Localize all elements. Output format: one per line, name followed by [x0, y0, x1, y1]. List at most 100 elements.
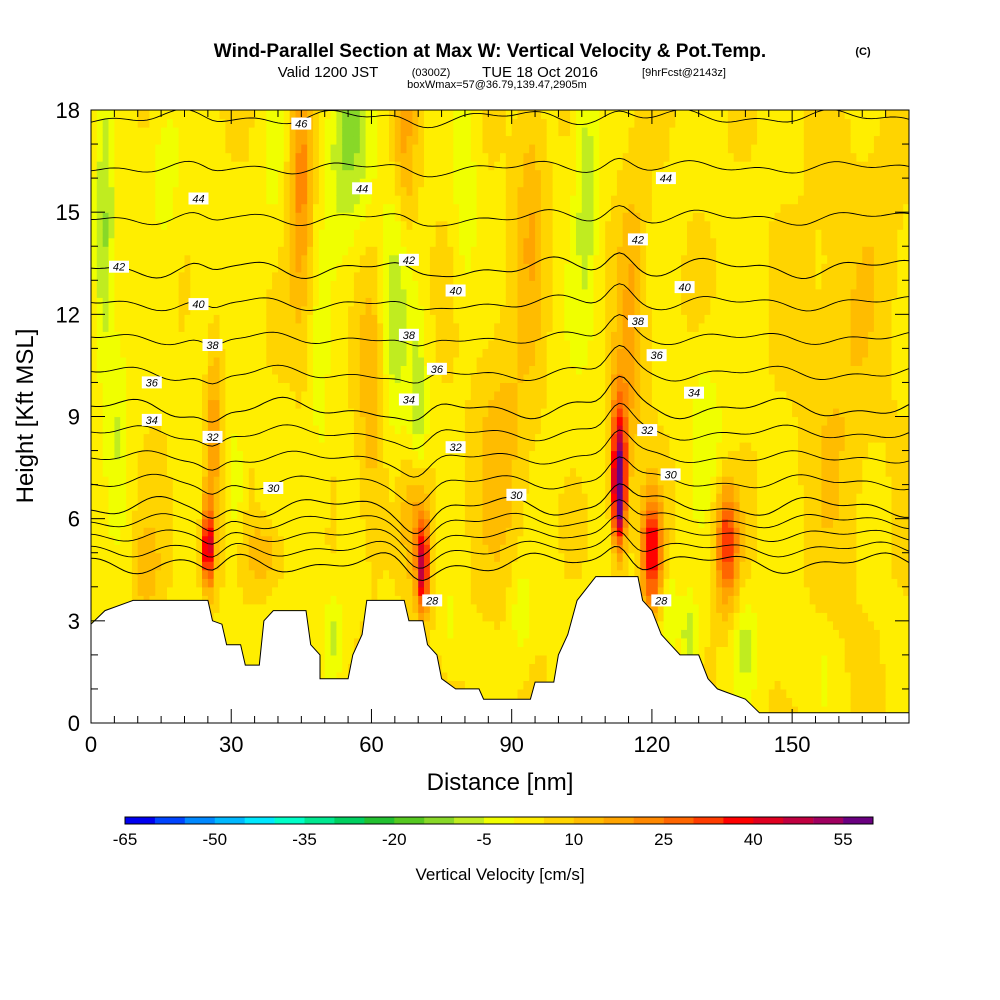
velocity-cell — [190, 527, 197, 537]
velocity-cell — [324, 578, 332, 588]
velocity-cell — [307, 331, 314, 341]
velocity-cell — [184, 280, 191, 290]
velocity-cell — [196, 220, 203, 230]
velocity-cell — [231, 484, 238, 494]
velocity-cell — [108, 161, 115, 171]
velocity-cell — [435, 552, 443, 562]
velocity-cell — [248, 459, 256, 469]
velocity-cell — [476, 305, 483, 315]
velocity-cell — [389, 527, 396, 537]
velocity-cell — [324, 322, 332, 332]
velocity-cell — [219, 178, 226, 188]
velocity-cell — [102, 297, 110, 307]
velocity-cell — [184, 212, 191, 222]
velocity-cell — [400, 135, 408, 145]
velocity-cell — [336, 288, 343, 298]
velocity-cell — [248, 254, 256, 264]
velocity-cell — [114, 246, 121, 256]
velocity-cell — [272, 442, 279, 452]
velocity-cell — [459, 203, 466, 213]
velocity-cell — [336, 620, 343, 630]
velocity-cell — [190, 220, 197, 230]
velocity-cell — [172, 501, 180, 511]
velocity-cell — [330, 144, 337, 154]
velocity-cell — [172, 118, 180, 128]
velocity-cell — [108, 178, 115, 188]
velocity-cell — [359, 595, 367, 605]
velocity-cell — [359, 110, 367, 120]
velocity-cell — [283, 408, 291, 418]
velocity-cell — [161, 391, 168, 401]
velocity-cell — [365, 280, 372, 290]
velocity-cell — [459, 535, 466, 545]
velocity-cell — [213, 408, 221, 418]
velocity-cell — [482, 459, 489, 469]
velocity-cell — [453, 535, 460, 545]
velocity-cell — [418, 399, 425, 409]
velocity-cell — [359, 220, 367, 230]
velocity-cell — [289, 339, 297, 349]
velocity-cell — [348, 322, 355, 332]
velocity-cell — [406, 561, 413, 571]
velocity-cell — [120, 322, 127, 332]
velocity-cell — [318, 331, 326, 341]
velocity-cell — [190, 263, 197, 273]
velocity-cell — [178, 450, 185, 460]
velocity-cell — [406, 110, 413, 120]
velocity-cell — [424, 450, 431, 460]
velocity-cell — [441, 356, 448, 366]
velocity-cell — [412, 467, 419, 477]
velocity-cell — [301, 348, 308, 358]
velocity-cell — [301, 263, 308, 273]
velocity-cell — [289, 322, 297, 332]
velocity-cell — [353, 603, 361, 613]
velocity-cell — [260, 135, 267, 145]
velocity-cell — [289, 578, 297, 588]
velocity-cell — [318, 280, 326, 290]
velocity-cell — [488, 442, 495, 452]
velocity-cell — [470, 110, 478, 120]
velocity-cell — [453, 229, 460, 239]
velocity-cell — [330, 186, 337, 196]
velocity-cell — [353, 305, 361, 315]
velocity-cell — [353, 314, 361, 324]
velocity-cell — [161, 331, 168, 341]
velocity-cell — [318, 620, 326, 630]
velocity-cell — [406, 144, 413, 154]
velocity-cell — [213, 118, 221, 128]
velocity-cell — [143, 356, 150, 366]
velocity-cell — [476, 663, 483, 673]
velocity-cell — [225, 391, 232, 401]
velocity-cell — [108, 561, 115, 571]
velocity-cell — [476, 203, 483, 213]
velocity-cell — [494, 603, 501, 613]
velocity-cell — [400, 493, 408, 503]
velocity-cell — [377, 595, 384, 605]
velocity-cell — [342, 271, 349, 281]
velocity-cell — [161, 229, 168, 239]
velocity-cell — [237, 510, 244, 520]
velocity-cell — [429, 416, 437, 426]
velocity-cell — [248, 135, 256, 145]
velocity-cell — [108, 373, 115, 383]
velocity-cell — [172, 263, 180, 273]
velocity-cell — [237, 612, 244, 622]
velocity-cell — [161, 561, 168, 571]
velocity-cell — [348, 254, 355, 264]
velocity-cell — [108, 288, 115, 298]
velocity-cell — [289, 433, 297, 443]
velocity-cell — [447, 322, 454, 332]
velocity-cell — [237, 229, 244, 239]
velocity-cell — [155, 271, 162, 281]
velocity-cell — [242, 578, 250, 588]
velocity-cell — [167, 169, 174, 179]
velocity-cell — [377, 569, 384, 579]
velocity-cell — [283, 416, 291, 426]
velocity-cell — [301, 297, 308, 307]
velocity-cell — [108, 246, 115, 256]
velocity-cell — [102, 118, 110, 128]
velocity-cell — [242, 416, 250, 426]
velocity-cell — [482, 212, 489, 222]
velocity-cell — [482, 305, 489, 315]
velocity-cell — [318, 348, 326, 358]
